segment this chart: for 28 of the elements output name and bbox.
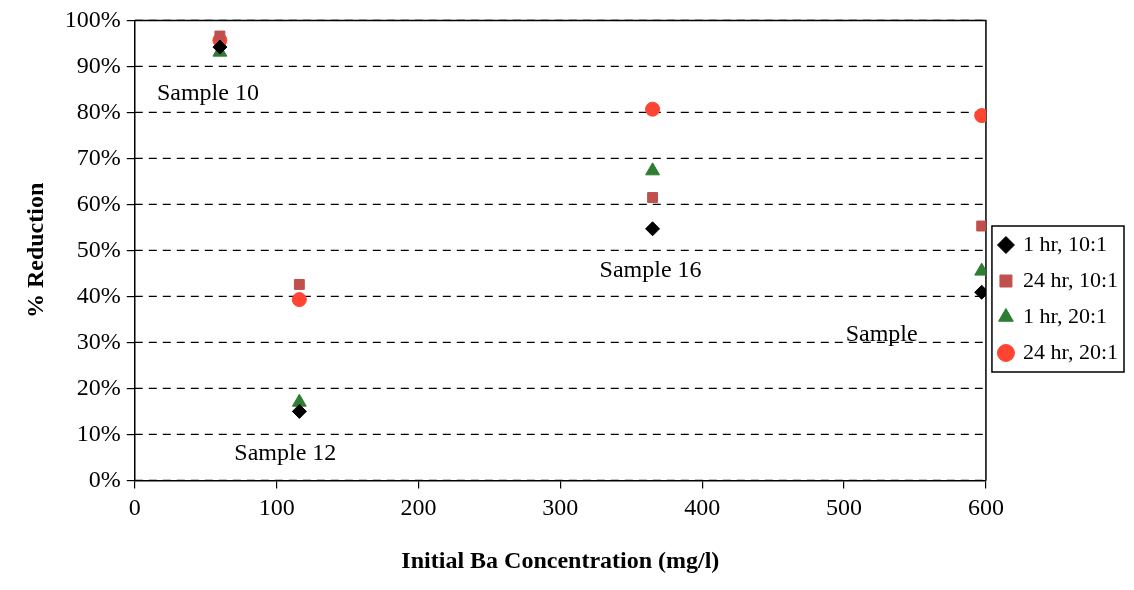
y-tick-label: 80% (76, 97, 121, 124)
annotation: Sample 10 (156, 79, 259, 106)
x-axis-title: Initial Ba Concentration (mg/l) (401, 546, 720, 573)
annotation: Sample 16 (599, 256, 702, 283)
annotation: Sample 12 (234, 438, 337, 465)
y-tick-label: 0% (88, 465, 121, 492)
y-tick-label: 70% (76, 143, 121, 170)
y-tick-label: 90% (76, 51, 121, 78)
y-tick-label: 100% (64, 5, 121, 32)
y-tick-label: 10% (76, 419, 121, 446)
y-tick-label: 30% (76, 327, 121, 354)
legend-label: 1 hr, 20:1 (1022, 302, 1107, 328)
x-tick-label: 600 (967, 494, 1004, 521)
legend-label: 24 hr, 10:1 (1022, 266, 1118, 292)
legend-label: 1 hr, 10:1 (1022, 230, 1107, 256)
y-axis-title: % Reduction (21, 182, 48, 319)
y-tick-label: 20% (76, 373, 121, 400)
y-tick-label: 50% (76, 235, 121, 262)
x-tick-label: 200 (400, 494, 437, 521)
y-tick-label: 60% (76, 189, 121, 216)
x-tick-label: 500 (826, 494, 863, 521)
annotation: Sample (845, 319, 918, 346)
y-tick-label: 40% (76, 281, 121, 308)
x-tick-label: 400 (684, 494, 721, 521)
legend-label: 24 hr, 20:1 (1022, 338, 1118, 364)
x-tick-label: 100 (258, 494, 295, 521)
x-tick-label: 300 (542, 494, 579, 521)
x-tick-label: 0 (128, 494, 141, 521)
